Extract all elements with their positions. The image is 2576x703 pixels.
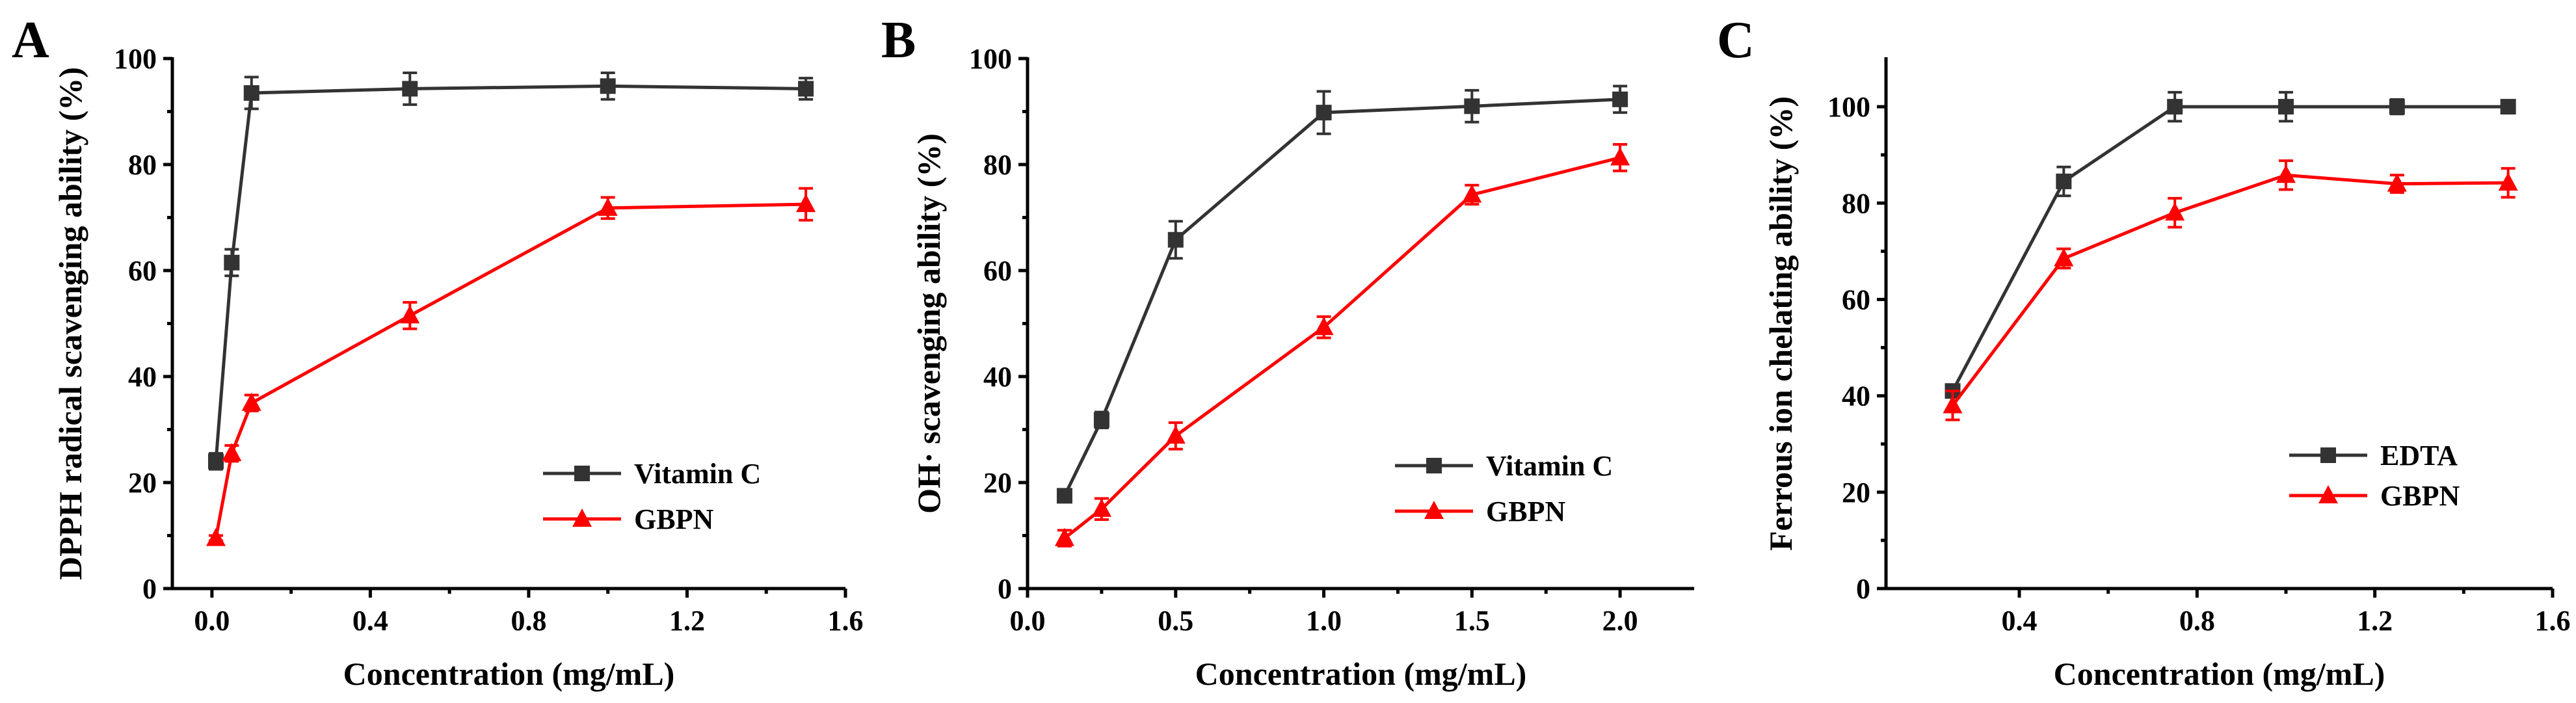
panel-b-series-vitamin-c-point: [1167, 232, 1184, 248]
panel-c-y-tick-label: 20: [1842, 477, 1870, 509]
panel-a-x-tick-label: 1.2: [669, 605, 705, 637]
panel-c-y-tick-label: 40: [1842, 380, 1870, 412]
panel-b-y-tick-label: 0: [998, 573, 1012, 605]
panel-a-series-gbpn-point: [598, 197, 618, 216]
panel-c-series-gbpn-line: [1951, 173, 2508, 406]
panel-c: C 0 20 40 60 80 100 0.4 0.8 1.2 1.6 Concentration (…: [1717, 12, 2571, 692]
panel-b-series-vitamin-c-point: [1056, 488, 1072, 504]
panel-a-series-gbpn-point: [206, 527, 226, 546]
panel-a-y-axis-title: DPPH radical scavenging ability (%): [52, 67, 88, 580]
panel-b-y-tick-label: 40: [983, 361, 1012, 393]
panel-c-legend-marker: [2320, 447, 2336, 463]
panel-a-series-gbpn-line: [214, 202, 806, 539]
panel-a-series-gbpn-point: [796, 194, 816, 213]
panel-c-series-edta-point: [2167, 99, 2183, 115]
panel-a-letter: A: [12, 12, 49, 69]
panel-a-series-gbpn-point: [222, 443, 242, 462]
panel-a-series-vitamin-c-point: [243, 85, 259, 101]
panel-a-y-tick-label: 20: [128, 467, 157, 499]
panel-b-legend-label: GBPN: [1486, 496, 1565, 527]
panel-a-y-tick-label: 100: [114, 43, 157, 75]
panel-c-legend-label: EDTA: [2380, 440, 2458, 471]
panel-c-series-edta-point: [2278, 99, 2294, 115]
panel-b-series-gbpn-point: [1462, 184, 1482, 203]
panel-c-x-tick-label: 0.4: [2002, 605, 2038, 637]
panel-b-legend-marker: [1426, 458, 1442, 473]
panel-a-y-tick-label: 80: [128, 149, 157, 181]
panel-c-x-tick-label: 1.2: [2357, 605, 2393, 637]
panel-b-series-vitamin-c-point: [1464, 98, 1480, 114]
panel-b-series-gbpn-point: [1314, 317, 1334, 336]
panel-a-legend-label: GBPN: [634, 503, 713, 535]
panel-c-y-tick-label: 0: [1856, 573, 1870, 605]
panel-b-legend-marker: [1424, 501, 1444, 519]
panel-a-legend-marker: [574, 466, 590, 481]
panel-b-series-vitamin-c-point: [1612, 91, 1628, 107]
panel-a-series-vitamin-c-point: [207, 453, 224, 470]
panel-a-x-tick-label: 1.6: [828, 605, 864, 637]
panel-c-y-tick-label: 60: [1842, 284, 1870, 315]
panel-b-x-tick-label: 0.5: [1158, 605, 1193, 637]
panel-a-y-tick-label: 60: [128, 255, 157, 287]
panel-c-series-edta-point: [2500, 99, 2516, 115]
panel-b-y-axis-title: OH· scavenging ability (%): [910, 133, 947, 514]
panel-b: B 0 20 40 60 80 100 0.0 0.5 1.0 1.5 2.0 Concentratio…: [881, 12, 1694, 692]
panel-a-series-gbpn-point: [400, 305, 420, 324]
panel-a-series-vitamin-c-point: [402, 81, 418, 97]
panel-b-y-tick-label: 60: [983, 255, 1012, 287]
panel-b-y-tick-label: 100: [969, 43, 1012, 75]
panel-c-y-tick-label: 80: [1842, 187, 1870, 219]
panel-a-x-tick-label: 0.4: [352, 605, 388, 637]
panel-c-series-gbpn-point: [1943, 395, 1963, 414]
panel-c-series-edta-point: [2056, 173, 2072, 189]
panel-a-y-tick-label: 40: [128, 361, 157, 393]
panel-c-x-axis-title: Concentration (mg/mL): [2054, 656, 2385, 692]
panel-a-series-vitamin-c-point: [600, 78, 616, 94]
panel-c-y-tick-label: 100: [1827, 91, 1870, 123]
panel-a-series-vitamin-c-point: [798, 81, 814, 97]
panel-b-series-vitamin-c-point: [1316, 105, 1332, 121]
panel-a-series-vitamin-c-line: [214, 84, 806, 462]
panel-b-x-tick-label: 2.0: [1602, 605, 1638, 637]
panel-b-legend-label: Vitamin C: [1486, 450, 1613, 482]
panel-b-series-gbpn-point: [1091, 498, 1111, 517]
panel-b-x-tick-label: 0.0: [1010, 605, 1046, 637]
panel-b-series-gbpn-point: [1165, 425, 1186, 444]
panel-b-series-vitamin-c-line: [1063, 98, 1621, 497]
panel-c-y-axis-title: Ferrous ion chelating ability (%): [1762, 96, 1799, 551]
panel-b-y-tick-label: 80: [983, 149, 1012, 181]
panel-b-x-axis-title: Concentration (mg/mL): [1195, 656, 1527, 692]
panel-c-series-gbpn-point: [2276, 165, 2296, 183]
panel-c-series-gbpn-point: [2387, 173, 2407, 192]
panel-a-x-tick-label: 0.0: [194, 605, 230, 637]
panel-c-x-tick-label: 0.8: [2179, 605, 2215, 637]
panel-b-series-vitamin-c-point: [1093, 412, 1109, 428]
panel-b-series-gbpn-point: [1054, 527, 1074, 546]
panel-a-x-axis-title: Concentration (mg/mL): [343, 656, 675, 692]
panel-b-y-tick-label: 20: [983, 467, 1012, 499]
panel-a-series-gbpn-point: [241, 392, 261, 411]
panel-a-legend-label: Vitamin C: [634, 458, 761, 490]
panel-b-x-tick-label: 1.0: [1306, 605, 1342, 637]
panel-a-legend-marker: [572, 509, 592, 527]
panel-c-series-gbpn-point: [2054, 248, 2074, 267]
panel-c-legend-label: GBPN: [2380, 480, 2460, 512]
panel-c-legend-marker: [2318, 485, 2338, 503]
panel-c-letter: C: [1717, 12, 1755, 69]
panel-c-series-edta-line: [1951, 105, 2508, 392]
panel-b-series-gbpn-point: [1610, 147, 1630, 166]
panel-a: A 0 20 40 60 80 100 0.0 0.4 0.8 1.2 1.6 Concentratio…: [12, 12, 864, 692]
panel-a-y-tick-label: 0: [142, 573, 157, 605]
panel-a-x-tick-label: 0.8: [511, 605, 546, 637]
panel-c-series-gbpn-point: [2165, 202, 2185, 221]
panel-c-series-gbpn-point: [2498, 172, 2518, 191]
panel-a-series-vitamin-c-point: [224, 254, 240, 271]
panel-c-series-edta-point: [2389, 99, 2405, 115]
panel-b-letter: B: [881, 12, 916, 69]
panel-b-x-tick-label: 1.5: [1454, 605, 1490, 637]
panel-c-x-tick-label: 1.6: [2535, 605, 2571, 637]
